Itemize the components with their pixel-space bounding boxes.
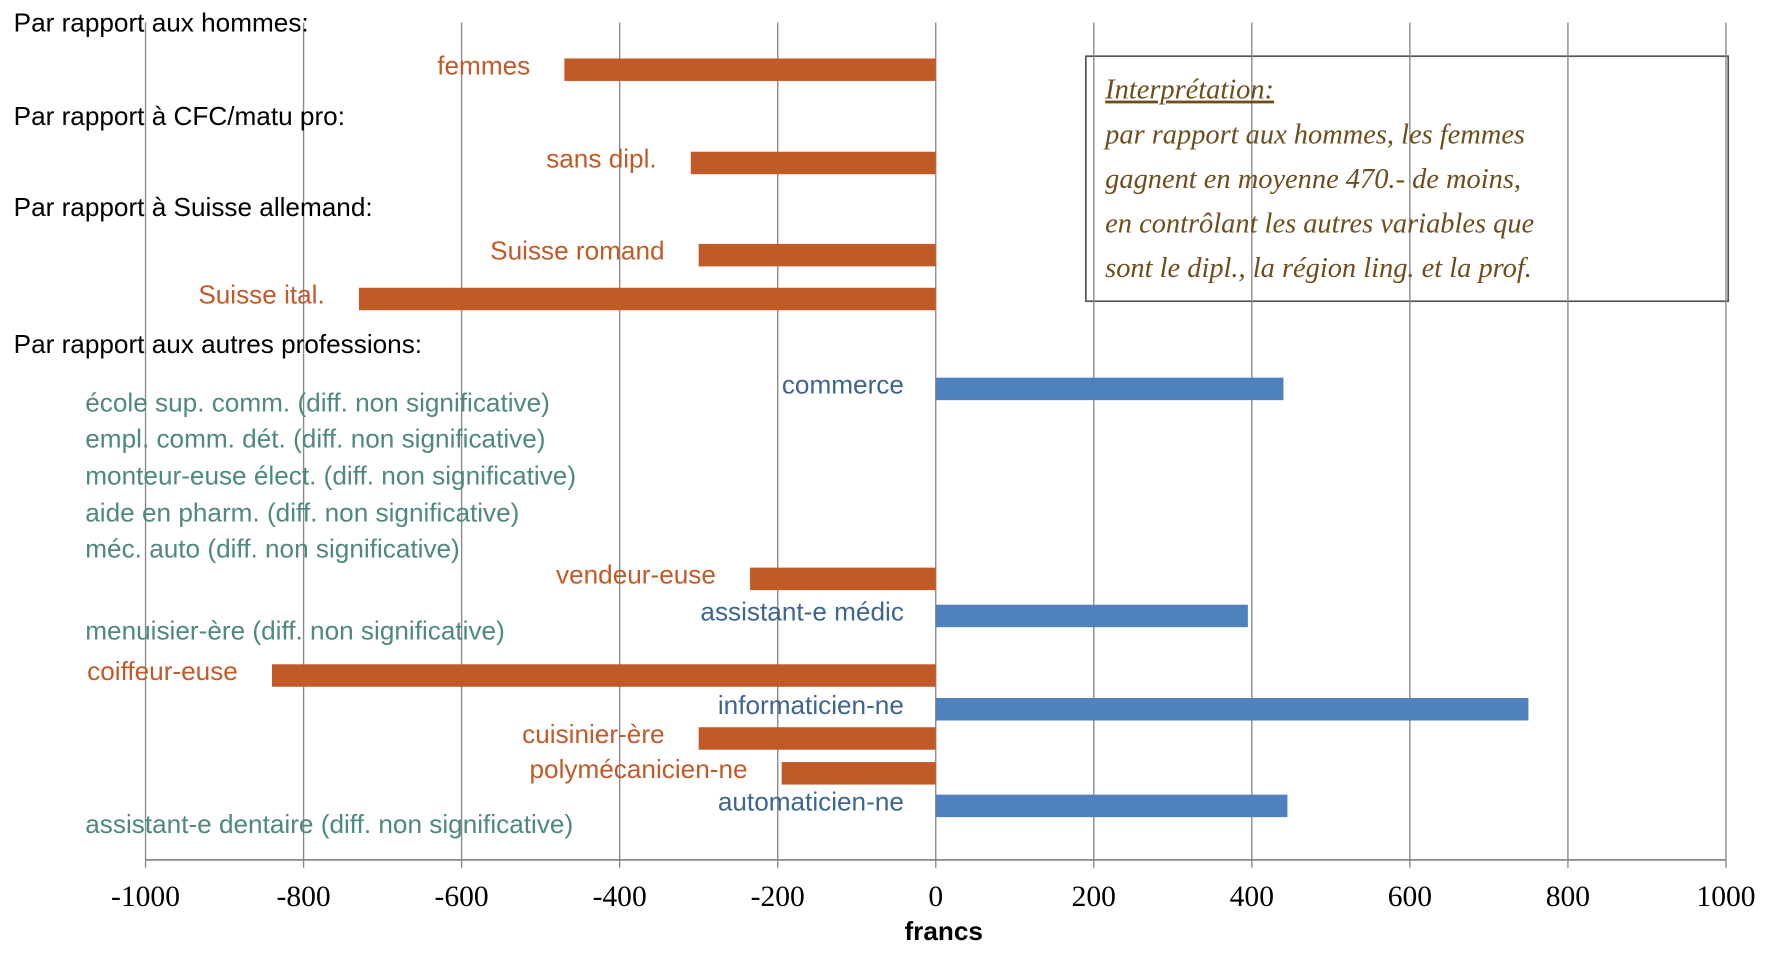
- plot: francs -1000 -800 -600 -400 -200 0 200 400 600 80…: [14, 8, 1756, 946]
- x-tick-label: 400: [1230, 881, 1274, 913]
- category-label: Suisse romand: [490, 236, 664, 266]
- category-label: commerce: [782, 370, 904, 400]
- category-label: informaticien-ne: [718, 690, 904, 720]
- x-tick-label: -400: [593, 881, 647, 913]
- x-tick-label: 1000: [1696, 881, 1755, 913]
- category-label: école sup. comm. (diff. non significativ…: [85, 388, 550, 418]
- bar: [271, 664, 936, 687]
- annotation-line: en contrôlant les autres variables que: [1105, 209, 1534, 240]
- bar: [935, 604, 1248, 628]
- x-tick-label: -800: [276, 881, 330, 913]
- bar: [935, 377, 1284, 401]
- bar: [564, 58, 936, 81]
- bar: [358, 287, 936, 311]
- bar: [935, 698, 1529, 721]
- x-tick-label: -1000: [111, 881, 180, 913]
- group-header: Par rapport à Suisse allemand:: [14, 192, 373, 222]
- group-header: Par rapport aux autres professions:: [14, 329, 422, 359]
- category-label: femmes: [437, 50, 530, 80]
- annotation-title: Interprétation:: [1104, 75, 1274, 106]
- annotation-line: par rapport aux hommes, les femmes: [1103, 120, 1525, 151]
- category-label: polymécanicien-ne: [530, 754, 748, 784]
- category-label: assistant-e médic: [700, 597, 903, 627]
- category-label: menuisier-ère (diff. non significative): [85, 616, 505, 646]
- bar: [698, 243, 936, 267]
- category-label: Suisse ital.: [198, 280, 324, 310]
- category-label: coiffeur-euse: [87, 656, 238, 686]
- category-label: monteur-euse élect. (diff. non significa…: [85, 461, 576, 491]
- bar: [781, 762, 936, 785]
- category-label: assistant-e dentaire (diff. non signific…: [85, 809, 573, 839]
- group-header: Par rapport à CFC/matu pro:: [14, 101, 345, 131]
- category-label: vendeur-euse: [556, 560, 716, 590]
- bar: [690, 151, 936, 175]
- category-label: sans dipl.: [546, 144, 656, 174]
- category-label: empl. comm. dét. (diff. non significativ…: [85, 424, 545, 454]
- bar: [698, 727, 936, 750]
- annotation-box: [1084, 55, 1730, 303]
- x-tick-label: -600: [435, 881, 489, 913]
- x-tick-label: 600: [1388, 881, 1432, 913]
- x-tick-label: 800: [1546, 881, 1590, 913]
- x-tick-label: 200: [1072, 881, 1116, 913]
- x-tick-label: 0: [928, 881, 943, 913]
- bar: [750, 567, 936, 591]
- x-axis-label: francs: [904, 916, 982, 946]
- category-label: méc. auto (diff. non significative): [85, 534, 460, 564]
- bar: [935, 794, 1288, 818]
- category-label: aide en pharm. (diff. non significative): [85, 498, 519, 528]
- annotation-line: sont le dipl., la région ling. et la pro…: [1105, 253, 1532, 284]
- x-tick-label: -200: [751, 881, 805, 913]
- group-header: Par rapport aux hommes:: [14, 8, 309, 38]
- category-label: cuisinier-ère: [522, 719, 664, 749]
- category-label: automaticien-ne: [718, 787, 904, 817]
- annotation-line: gagnent en moyenne 470.- de moins,: [1105, 164, 1521, 195]
